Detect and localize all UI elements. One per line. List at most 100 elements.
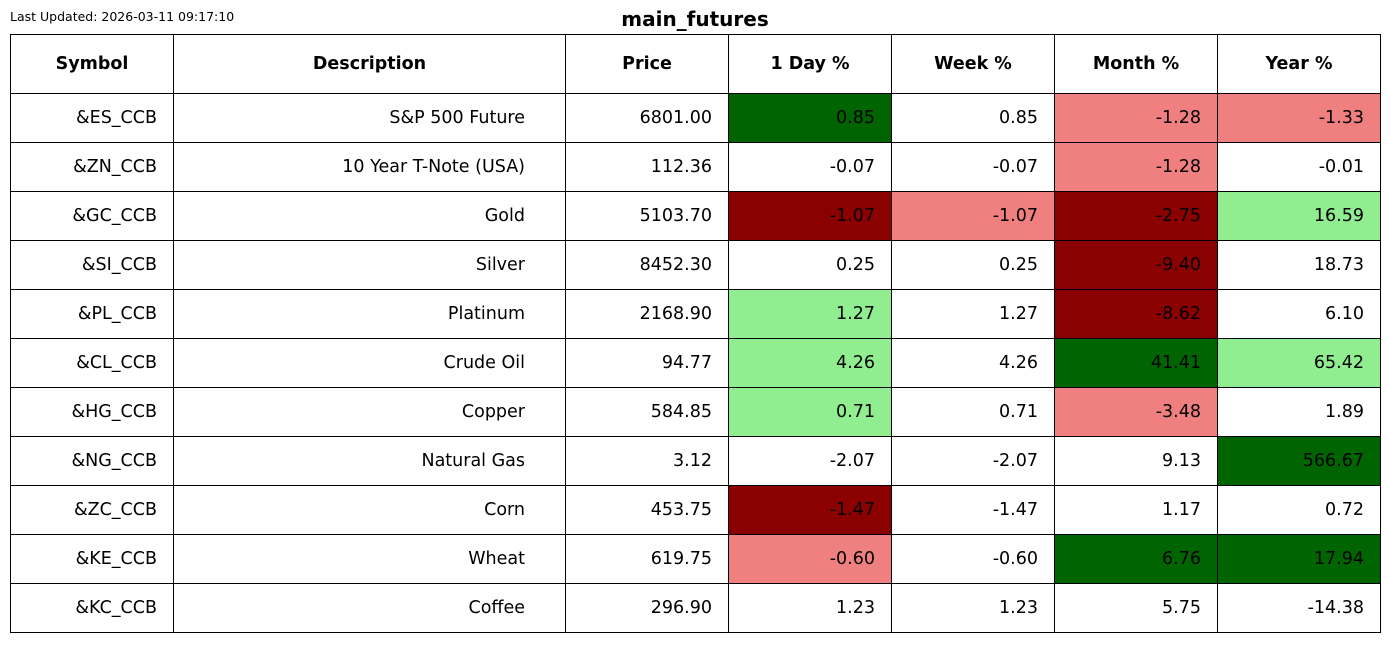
table-row: &ZN_CCB 10 Year T-Note (USA) 112.36 -0.07 -0… — [10, 142, 1381, 192]
cell-price: 296.90 — [565, 583, 729, 633]
column-header-symbol: Symbol — [10, 34, 174, 94]
cell-week-pct: 0.71 — [891, 387, 1055, 437]
table-row: &CL_CCB Crude Oil 94.77 4.26 4.26 41.41 65.42 — [10, 338, 1381, 388]
cell-day-pct: -0.07 — [728, 142, 892, 192]
cell-price: 3.12 — [565, 436, 729, 486]
table-row: &KC_CCB Coffee 296.90 1.23 1.23 5.75 -14.38 — [10, 583, 1381, 633]
cell-symbol: &HG_CCB — [10, 387, 174, 437]
futures-table: Symbol Description Price 1 Day % Week % Month… — [10, 34, 1381, 633]
table-row: &ES_CCB S&P 500 Future 6801.00 0.85 0.85 -1.2… — [10, 93, 1381, 143]
cell-description: S&P 500 Future — [173, 93, 566, 143]
header-row: Symbol Description Price 1 Day % Week % Month… — [10, 34, 1381, 94]
cell-year-pct: 18.73 — [1217, 240, 1381, 290]
cell-symbol: &KC_CCB — [10, 583, 174, 633]
cell-day-pct: 0.25 — [728, 240, 892, 290]
cell-week-pct: 0.25 — [891, 240, 1055, 290]
cell-description: Crude Oil — [173, 338, 566, 388]
cell-symbol: &CL_CCB — [10, 338, 174, 388]
table-title: main_futures — [621, 7, 769, 31]
cell-day-pct: 0.85 — [728, 93, 892, 143]
column-header-day-pct: 1 Day % — [728, 34, 892, 94]
cell-year-pct: 566.67 — [1217, 436, 1381, 486]
cell-week-pct: -1.07 — [891, 191, 1055, 241]
cell-day-pct: 1.27 — [728, 289, 892, 339]
cell-day-pct: -2.07 — [728, 436, 892, 486]
cell-year-pct: 17.94 — [1217, 534, 1381, 584]
cell-description: Silver — [173, 240, 566, 290]
cell-symbol: &ZN_CCB — [10, 142, 174, 192]
cell-price: 584.85 — [565, 387, 729, 437]
cell-month-pct: -8.62 — [1054, 289, 1218, 339]
cell-week-pct: -1.47 — [891, 485, 1055, 535]
column-header-price: Price — [565, 34, 729, 94]
cell-month-pct: -3.48 — [1054, 387, 1218, 437]
cell-year-pct: -0.01 — [1217, 142, 1381, 192]
table-row: &HG_CCB Copper 584.85 0.71 0.71 -3.48 1.89 — [10, 387, 1381, 437]
cell-symbol: &ZC_CCB — [10, 485, 174, 535]
last-updated-timestamp: Last Updated: 2026-03-11 09:17:10 — [10, 9, 235, 24]
cell-price: 94.77 — [565, 338, 729, 388]
cell-price: 5103.70 — [565, 191, 729, 241]
cell-description: Corn — [173, 485, 566, 535]
cell-month-pct: 6.76 — [1054, 534, 1218, 584]
cell-price: 2168.90 — [565, 289, 729, 339]
cell-month-pct: -9.40 — [1054, 240, 1218, 290]
cell-month-pct: -1.28 — [1054, 93, 1218, 143]
cell-month-pct: -2.75 — [1054, 191, 1218, 241]
cell-year-pct: 6.10 — [1217, 289, 1381, 339]
cell-month-pct: 1.17 — [1054, 485, 1218, 535]
cell-description: 10 Year T-Note (USA) — [173, 142, 566, 192]
cell-week-pct: -2.07 — [891, 436, 1055, 486]
cell-day-pct: -1.47 — [728, 485, 892, 535]
cell-symbol: &ES_CCB — [10, 93, 174, 143]
cell-month-pct: 9.13 — [1054, 436, 1218, 486]
cell-year-pct: -14.38 — [1217, 583, 1381, 633]
cell-month-pct: 5.75 — [1054, 583, 1218, 633]
cell-day-pct: -1.07 — [728, 191, 892, 241]
table-row: &ZC_CCB Corn 453.75 -1.47 -1.47 1.17 0.72 — [10, 485, 1381, 535]
column-header-year-pct: Year % — [1217, 34, 1381, 94]
column-header-month-pct: Month % — [1054, 34, 1218, 94]
table-row: &GC_CCB Gold 5103.70 -1.07 -1.07 -2.75 16.59 — [10, 191, 1381, 241]
cell-description: Copper — [173, 387, 566, 437]
cell-symbol: &GC_CCB — [10, 191, 174, 241]
cell-description: Gold — [173, 191, 566, 241]
cell-year-pct: 65.42 — [1217, 338, 1381, 388]
table-body: &ES_CCB S&P 500 Future 6801.00 0.85 0.85 -1.2… — [10, 93, 1381, 633]
cell-description: Natural Gas — [173, 436, 566, 486]
cell-month-pct: -1.28 — [1054, 142, 1218, 192]
cell-price: 6801.00 — [565, 93, 729, 143]
cell-price: 453.75 — [565, 485, 729, 535]
table-row: &KE_CCB Wheat 619.75 -0.60 -0.60 6.76 17.94 — [10, 534, 1381, 584]
cell-week-pct: 0.85 — [891, 93, 1055, 143]
column-header-week-pct: Week % — [891, 34, 1055, 94]
cell-price: 619.75 — [565, 534, 729, 584]
cell-year-pct: 16.59 — [1217, 191, 1381, 241]
cell-day-pct: 1.23 — [728, 583, 892, 633]
cell-week-pct: 4.26 — [891, 338, 1055, 388]
cell-week-pct: -0.60 — [891, 534, 1055, 584]
cell-day-pct: 4.26 — [728, 338, 892, 388]
cell-year-pct: 0.72 — [1217, 485, 1381, 535]
cell-day-pct: -0.60 — [728, 534, 892, 584]
table-row: &PL_CCB Platinum 2168.90 1.27 1.27 -8.62 6.10 — [10, 289, 1381, 339]
cell-price: 112.36 — [565, 142, 729, 192]
cell-week-pct: 1.23 — [891, 583, 1055, 633]
column-header-description: Description — [173, 34, 566, 94]
cell-symbol: &PL_CCB — [10, 289, 174, 339]
table-row: &SI_CCB Silver 8452.30 0.25 0.25 -9.40 18.73 — [10, 240, 1381, 290]
cell-month-pct: 41.41 — [1054, 338, 1218, 388]
cell-symbol: &NG_CCB — [10, 436, 174, 486]
cell-description: Coffee — [173, 583, 566, 633]
cell-year-pct: -1.33 — [1217, 93, 1381, 143]
cell-symbol: &SI_CCB — [10, 240, 174, 290]
cell-week-pct: -0.07 — [891, 142, 1055, 192]
cell-year-pct: 1.89 — [1217, 387, 1381, 437]
table-row: &NG_CCB Natural Gas 3.12 -2.07 -2.07 9.13 566.… — [10, 436, 1381, 486]
cell-day-pct: 0.71 — [728, 387, 892, 437]
cell-week-pct: 1.27 — [891, 289, 1055, 339]
cell-symbol: &KE_CCB — [10, 534, 174, 584]
cell-description: Wheat — [173, 534, 566, 584]
cell-description: Platinum — [173, 289, 566, 339]
cell-price: 8452.30 — [565, 240, 729, 290]
